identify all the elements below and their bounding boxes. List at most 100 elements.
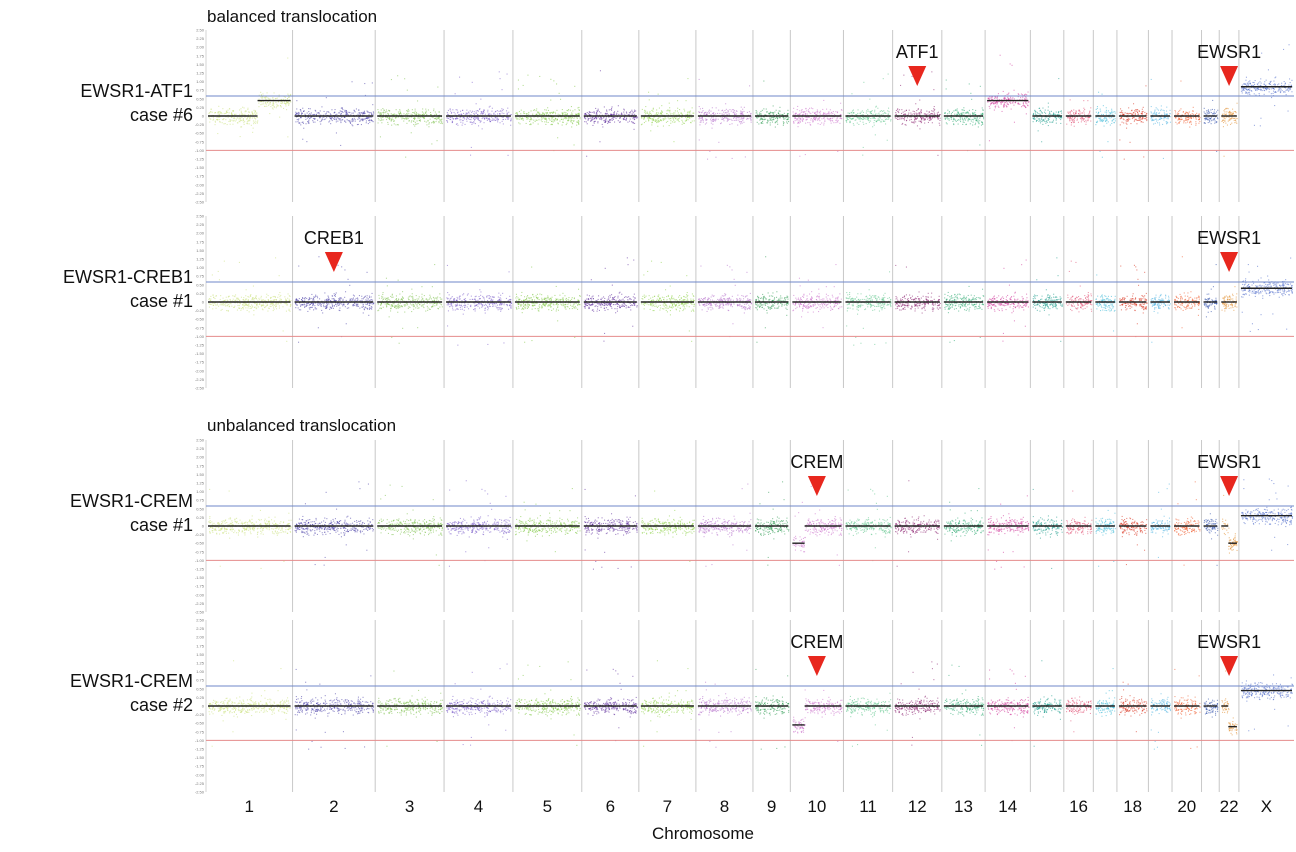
- data-point: [819, 117, 820, 118]
- data-point: [1137, 120, 1138, 121]
- data-point: [329, 120, 330, 121]
- data-point: [1230, 124, 1231, 125]
- data-point: [884, 121, 885, 122]
- data-point: [391, 113, 392, 114]
- data-point: [767, 111, 768, 112]
- data-point: [777, 120, 778, 121]
- data-point: [969, 119, 970, 120]
- data-point: [260, 92, 261, 93]
- data-point: [951, 119, 952, 120]
- data-point: [1084, 109, 1085, 110]
- data-point: [995, 106, 996, 107]
- data-point: [749, 111, 750, 112]
- data-point: [261, 94, 262, 95]
- data-point: [979, 144, 980, 145]
- data-point: [415, 124, 416, 125]
- data-point: [817, 118, 818, 119]
- data-point: [932, 122, 933, 123]
- data-point: [507, 108, 508, 109]
- data-point: [1234, 120, 1235, 121]
- data-point: [1163, 158, 1164, 159]
- data-point: [226, 310, 227, 311]
- data-point: [408, 113, 409, 114]
- data-point: [245, 305, 246, 306]
- data-point: [1243, 83, 1244, 84]
- data-point: [809, 108, 810, 109]
- data-point: [517, 114, 518, 115]
- data-point: [1081, 121, 1082, 122]
- data-point: [669, 118, 670, 119]
- data-point: [1167, 122, 1168, 123]
- data-point: [828, 113, 829, 114]
- data-point: [217, 305, 218, 306]
- data-point: [544, 114, 545, 115]
- data-point: [998, 93, 999, 94]
- data-point: [1127, 121, 1128, 122]
- points-chr7: [641, 78, 695, 142]
- data-point: [1003, 91, 1004, 92]
- data-point: [751, 120, 752, 121]
- data-point: [634, 119, 635, 120]
- data-point: [800, 119, 801, 120]
- data-point: [610, 122, 611, 123]
- data-point: [774, 112, 775, 113]
- data-point: [634, 117, 635, 118]
- data-point: [775, 122, 776, 123]
- data-point: [255, 111, 256, 112]
- data-point: [386, 109, 387, 110]
- y-tick-label: -0.50: [195, 317, 205, 322]
- data-point: [209, 307, 210, 308]
- data-point: [378, 122, 379, 123]
- data-point: [769, 113, 770, 114]
- data-point: [1246, 92, 1247, 93]
- data-point: [1189, 122, 1190, 123]
- data-point: [837, 151, 838, 152]
- data-point: [576, 121, 577, 122]
- data-point: [1142, 114, 1143, 115]
- data-point: [1272, 88, 1273, 89]
- data-point: [295, 121, 296, 122]
- data-point: [631, 110, 632, 111]
- data-point: [426, 111, 427, 112]
- data-point: [271, 306, 272, 307]
- data-point: [252, 118, 253, 119]
- data-point: [806, 119, 807, 120]
- data-point: [330, 113, 331, 114]
- data-point: [255, 297, 256, 298]
- data-point: [1106, 119, 1107, 120]
- data-point: [213, 297, 214, 298]
- data-point: [601, 119, 602, 120]
- data-point: [1049, 113, 1050, 114]
- data-point: [983, 117, 984, 118]
- data-point: [900, 117, 901, 118]
- data-point: [687, 114, 688, 115]
- data-point: [1128, 120, 1129, 121]
- data-point: [471, 112, 472, 113]
- data-point: [220, 304, 221, 305]
- data-point: [645, 121, 646, 122]
- data-point: [264, 97, 265, 98]
- data-point: [1221, 121, 1222, 122]
- data-point: [1073, 112, 1074, 113]
- data-point: [745, 156, 746, 157]
- data-point: [1204, 111, 1205, 112]
- data-point: [1015, 102, 1016, 103]
- data-point: [1254, 93, 1255, 94]
- data-point: [357, 114, 358, 115]
- data-point: [824, 113, 825, 114]
- data-point: [369, 120, 370, 121]
- data-point: [677, 108, 678, 109]
- data-point: [1111, 109, 1112, 110]
- data-point: [324, 111, 325, 112]
- data-point: [1002, 111, 1003, 112]
- data-point: [387, 122, 388, 123]
- data-point: [406, 113, 407, 114]
- data-point: [526, 119, 527, 120]
- data-point: [810, 120, 811, 121]
- data-point: [493, 114, 494, 115]
- data-point: [249, 123, 250, 124]
- data-point: [1067, 117, 1068, 118]
- data-point: [770, 124, 771, 125]
- data-point: [209, 122, 210, 123]
- data-point: [577, 107, 578, 108]
